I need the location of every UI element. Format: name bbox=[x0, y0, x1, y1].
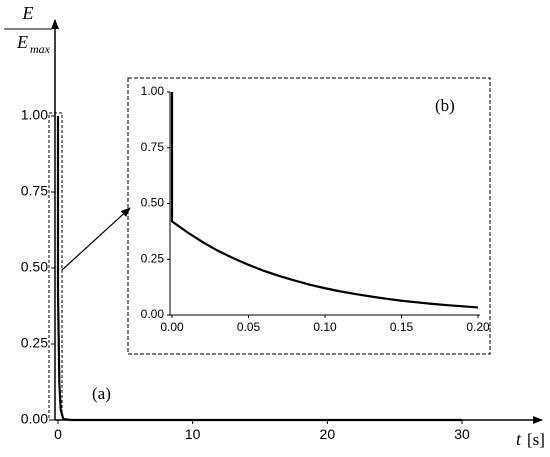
x-tick-label: 10 bbox=[185, 426, 201, 442]
x-tick-label: 0 bbox=[54, 426, 62, 442]
y-label-denominator: E bbox=[16, 32, 28, 52]
inset-frame bbox=[127, 77, 491, 355]
zoom-box bbox=[48, 112, 63, 421]
x-tick-label: 20 bbox=[320, 426, 336, 442]
y-label-numerator: E bbox=[22, 3, 34, 23]
x-tick-label: 0.20 bbox=[466, 320, 490, 334]
y-label-subscript: max bbox=[30, 42, 51, 56]
x-label-unit: [s] bbox=[527, 430, 545, 449]
x-tick-label: 0.15 bbox=[390, 320, 414, 334]
zoom-arrow bbox=[61, 207, 131, 271]
x-tick-label: 0.10 bbox=[313, 320, 337, 334]
annotation: (a) bbox=[92, 384, 111, 403]
x-tick-label: 0.00 bbox=[160, 320, 184, 334]
y-tick-label: 0.75 bbox=[21, 183, 48, 199]
y-tick-label: 1.00 bbox=[141, 84, 165, 98]
y-tick-label: 0.75 bbox=[141, 140, 165, 154]
x-tick-label: 0.05 bbox=[237, 320, 261, 334]
y-tick-label: 0.00 bbox=[141, 307, 165, 321]
x-tick-label: 30 bbox=[454, 426, 470, 442]
x-label-var: t bbox=[516, 429, 522, 449]
annotation: (b) bbox=[435, 96, 455, 115]
y-tick-label: 0.50 bbox=[141, 196, 165, 210]
y-tick-label: 0.25 bbox=[21, 335, 48, 351]
y-tick-label: 1.00 bbox=[21, 107, 48, 123]
y-tick-label: 0.25 bbox=[141, 251, 165, 265]
y-tick-label: 0.50 bbox=[21, 259, 48, 275]
y-tick-label: 0.00 bbox=[21, 411, 48, 427]
data-line bbox=[170, 92, 479, 309]
data-line bbox=[56, 116, 462, 422]
